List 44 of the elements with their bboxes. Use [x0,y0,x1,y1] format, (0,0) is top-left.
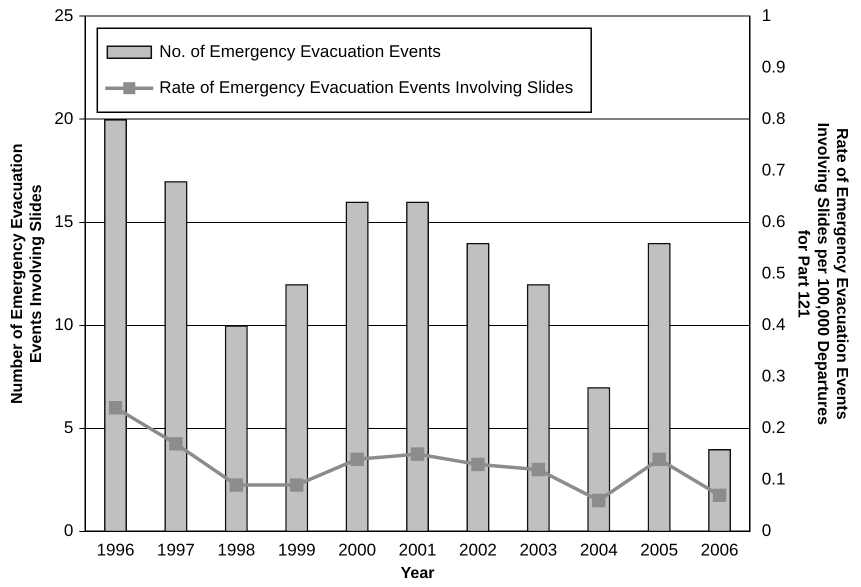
x-tick-label: 2000 [338,540,376,560]
y2-tick-label: 1 [762,6,772,25]
point [532,462,546,476]
x-tick-label: 2003 [519,540,558,560]
y2-tick-label: 0.9 [762,57,786,76]
y2-tick-label: 0.7 [762,160,786,180]
point [290,478,304,492]
x-axis-title: Year [400,564,434,582]
x-tick-label: 2002 [459,540,497,560]
y-tick-label: 20 [54,108,74,128]
y2-tick-label: 0.2 [762,418,786,438]
x-tick-label: 2006 [700,540,738,560]
point [350,452,364,466]
x-tick-label: 1997 [157,540,195,560]
point [592,494,606,508]
point [652,452,666,466]
x-tick-label: 2001 [398,540,436,560]
y2-tick-label: 0.8 [762,108,786,128]
y-tick-label: 10 [54,315,74,334]
x-tick-label: 1998 [217,540,256,560]
y2-axis-title: Rate of Emergency Evacuation Events Involving Slides per 100,000 Departures for Part 121 [794,122,850,426]
x-tick-label: 2004 [580,540,618,560]
y2-tick-label: 0.5 [762,263,786,282]
point [712,488,726,502]
y-tick-label: 25 [54,6,74,25]
point [410,447,424,461]
y-tick-label: 5 [64,418,74,438]
y2-tick-label: 0.4 [762,315,786,334]
x-tick-label: 1996 [96,540,134,560]
legend-label: Rate of Emergency Evacuation Events Involving Slides [159,78,574,97]
y2-tick-label: 0.3 [762,366,786,386]
x-tick-label: 1999 [278,540,316,560]
point [169,437,183,451]
legend-label: No. of Emergency Evacuation Events [159,42,441,61]
y2-tick-label: 0 [762,521,772,540]
point [230,478,244,492]
y2-tick-label: 0.1 [762,470,786,489]
x-tick-label: 2005 [640,540,678,560]
y-tick-label: 0 [64,521,74,540]
y-tick-label: 15 [54,212,74,231]
y-axis-title: Number of Emergency Evacuation Events Involving Slides [9,144,46,404]
y2-tick-label: 0.6 [762,212,786,231]
point [471,458,485,472]
point [108,401,122,414]
